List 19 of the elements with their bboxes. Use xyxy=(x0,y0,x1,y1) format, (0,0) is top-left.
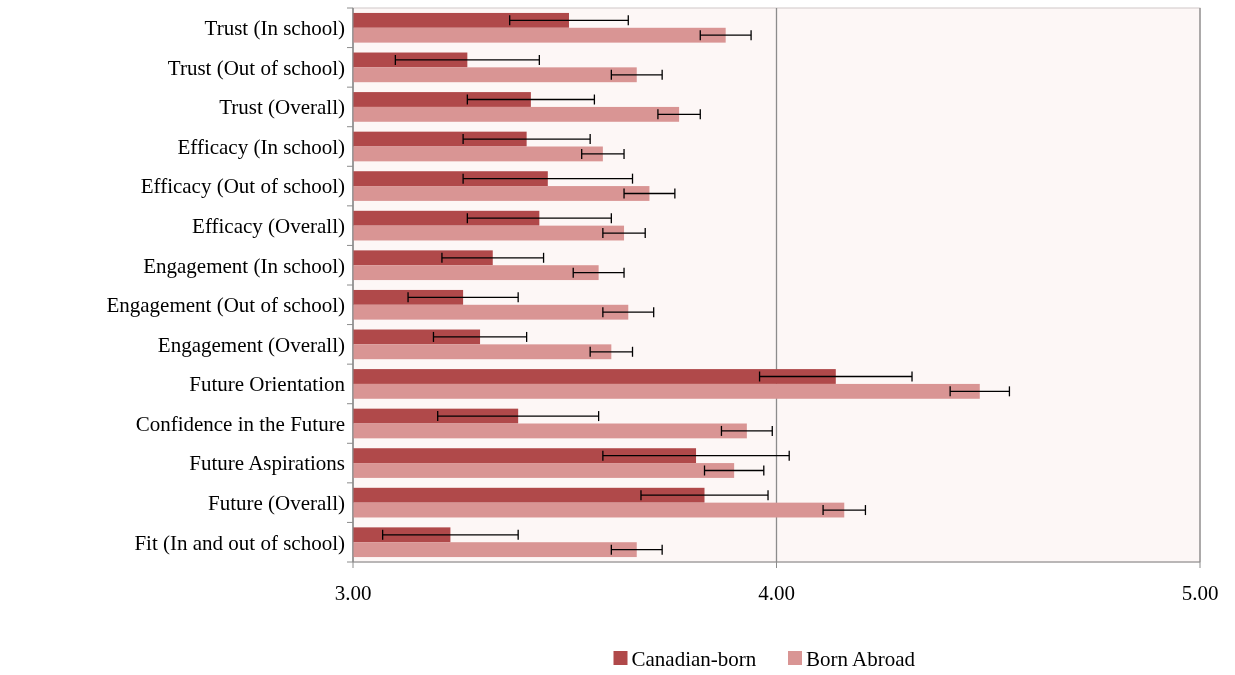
y-tick-label: Engagement (Overall) xyxy=(157,332,345,357)
y-tick-label: Engagement (In school) xyxy=(143,253,345,278)
x-tick-label: 4.00 xyxy=(758,581,795,605)
legend-label: Canadian-born xyxy=(631,647,757,672)
y-tick-label: Future (Overall) xyxy=(207,490,345,515)
legend-label: Born Abroad xyxy=(806,647,916,672)
y-tick-label: Future Orientation xyxy=(189,372,346,397)
x-tick-label: 3.00 xyxy=(334,581,372,605)
y-tick-label: Trust (Out of school) xyxy=(167,55,345,80)
y-tick-label: Future Aspirations xyxy=(189,451,345,476)
y-tick-label: Trust (In school) xyxy=(204,16,345,41)
y-tick-label: Fit (In and out of school) xyxy=(134,530,345,555)
y-tick-label: Efficacy (In school) xyxy=(177,134,345,159)
y-tick-label: Trust (Overall) xyxy=(219,95,345,120)
y-tick-label: Efficacy (Out of school) xyxy=(140,174,345,199)
x-tick-label: 5.00 xyxy=(1181,581,1219,605)
y-tick-label: Efficacy (Overall) xyxy=(192,213,346,238)
y-tick-label: Confidence in the Future xyxy=(135,411,345,436)
y-tick-label: Engagement (Out of school) xyxy=(106,293,345,318)
